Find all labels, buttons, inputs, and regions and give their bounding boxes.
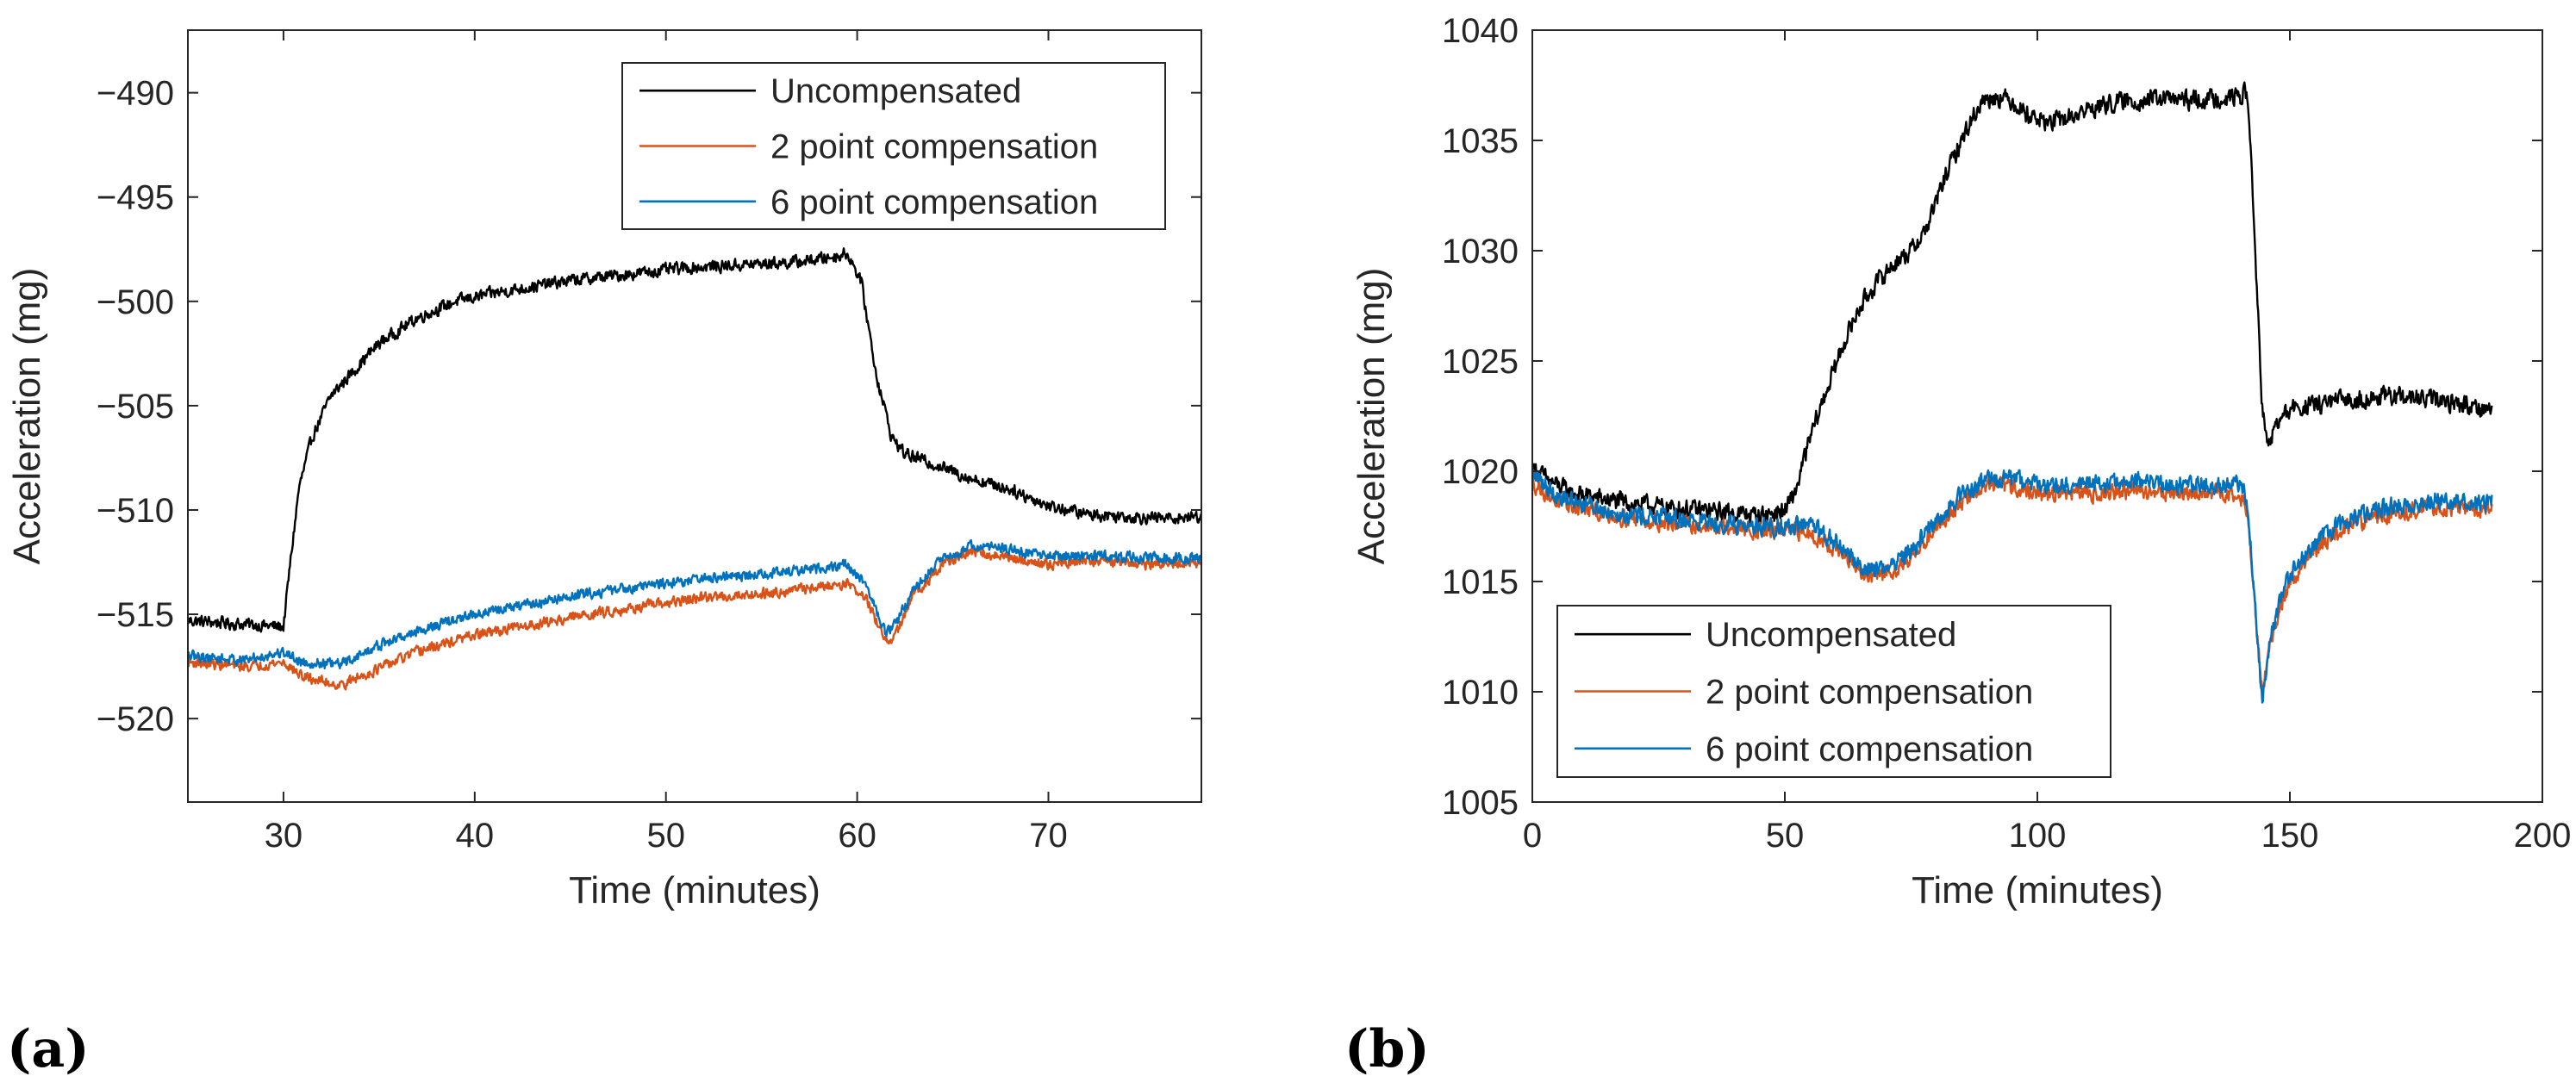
y-tick-label: −510 — [97, 492, 174, 530]
legend-label: 6 point compensation — [770, 183, 1098, 221]
x-tick-label: 100 — [2009, 817, 2067, 855]
y-tick-label: 1025 — [1442, 343, 1519, 381]
x-tick-label: 70 — [1029, 817, 1068, 855]
legend-label: Uncompensated — [770, 72, 1021, 110]
x-tick-label: 0 — [1523, 817, 1542, 855]
chart-panel-a: 30 40 50 60 70 −490 −495 −500 −505 −510 −515 −520 Ti… — [6, 29, 1202, 1076]
legend: Uncompensated 2 point compensation 6 point… — [621, 62, 1166, 230]
legend-label: 6 point compensation — [1706, 731, 2033, 768]
x-axis-label: Time (minutes) — [1912, 869, 2163, 911]
y-tick-label: 1005 — [1442, 784, 1519, 822]
x-tick-label: 50 — [646, 817, 685, 855]
y-tick-label: 1020 — [1442, 453, 1519, 491]
x-tick-label: 30 — [265, 817, 303, 855]
y-tick-label: −490 — [97, 75, 174, 113]
legend-label: Uncompensated — [1706, 616, 1956, 654]
legend-label: 2 point compensation — [770, 128, 1098, 166]
x-tick-label: 50 — [1766, 817, 1805, 855]
y-tick-label: 1015 — [1442, 563, 1519, 601]
y-tick-label: −515 — [97, 596, 174, 634]
series-line-6-point-compensation — [1532, 468, 2493, 704]
series-line-6-point-compensation — [188, 539, 1201, 670]
chart-panel-b: 0 50 100 150 200 1005 1010 1015 1020 1025 1030 1035… — [1344, 12, 2571, 1076]
y-tick-label: 1030 — [1442, 233, 1519, 271]
x-tick-label: 200 — [2514, 817, 2572, 855]
y-tick-label: 1040 — [1442, 12, 1519, 50]
series-line-uncompensated — [1532, 81, 2493, 526]
series-line-uncompensated — [188, 247, 1201, 633]
axes-box — [187, 29, 1202, 803]
y-tick-label: 1010 — [1442, 674, 1519, 712]
panel-label: (a) — [7, 1019, 90, 1076]
panel-label: (b) — [1344, 1019, 1430, 1076]
series-line-2-point-compensation — [188, 545, 1201, 691]
x-tick-label: 40 — [456, 817, 495, 855]
x-axis-label: Time (minutes) — [569, 869, 820, 911]
y-axis-label: Acceleration (mg) — [1350, 268, 1393, 565]
y-tick-label: −495 — [97, 179, 174, 217]
legend-label: 2 point compensation — [1706, 674, 2033, 712]
x-tick-label: 60 — [838, 817, 876, 855]
legend: Uncompensated 2 point compensation 6 point… — [1556, 605, 2111, 778]
y-tick-label: −505 — [97, 388, 174, 426]
y-tick-label: −520 — [97, 700, 174, 738]
y-axis-label: Acceleration (mg) — [6, 268, 48, 565]
y-tick-label: −500 — [97, 283, 174, 321]
series-group — [1532, 81, 2493, 704]
y-tick-label: 1035 — [1442, 122, 1519, 160]
series-group — [188, 247, 1201, 691]
x-tick-label: 150 — [2261, 817, 2319, 855]
